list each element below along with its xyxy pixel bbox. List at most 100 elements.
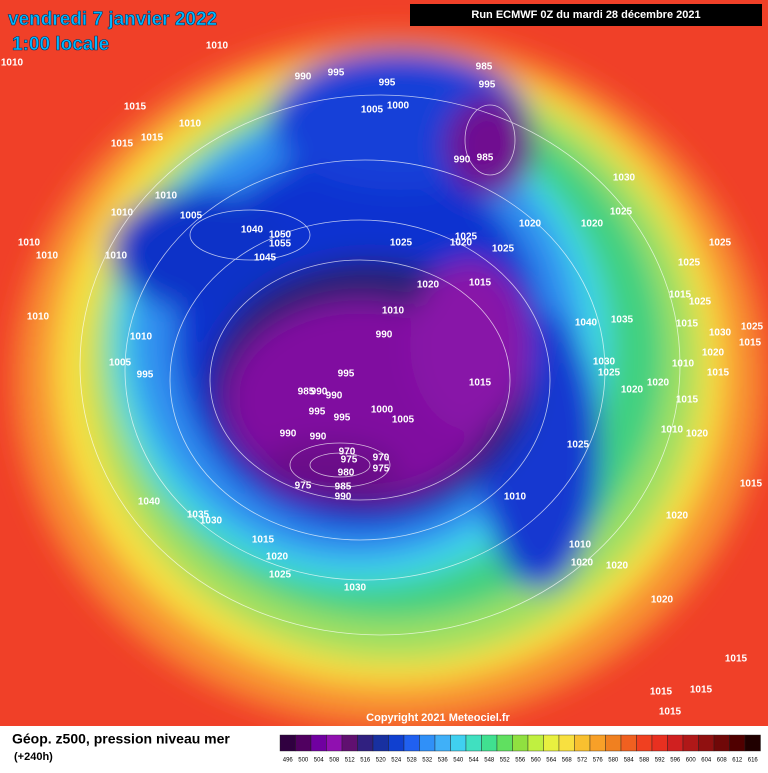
isobar-label: 1030 [344,583,367,594]
isobar-label: 1010 [18,238,41,249]
isobar-label: 1015 [650,687,673,698]
colorbar-swatch [481,734,498,752]
colorbar-tick-label: 544 [469,758,480,764]
isobar-label: 1015 [469,378,492,389]
colorbar-swatch [713,734,730,752]
colorbar-swatch [605,734,622,752]
colorbar-tick-label: 532 [422,758,433,764]
isobar-label: 1005 [109,358,132,369]
colorbar-swatch [326,734,343,752]
colorbar-swatch [729,734,746,752]
isobar-label: 990 [310,432,327,443]
isobar-label: 995 [334,413,351,424]
isobar-label: 990 [376,330,393,341]
colorbar-tick-label: 528 [407,758,418,764]
colorbar-tick-label: 580 [608,758,619,764]
isobar-label: 1005 [180,211,203,222]
isobar-label: 985 [298,387,315,398]
isobar-label: 1020 [621,385,644,396]
isobar-label: 1015 [469,278,492,289]
isobar-label: 1010 [179,119,202,130]
isobar-label: 1010 [206,41,229,52]
isobar-label: 1015 [659,707,682,718]
isobar-label: 985 [335,482,352,493]
isobar-label: 1020 [702,348,725,359]
run-banner [410,4,762,26]
colorbar-swatch [698,734,715,752]
isobar-label: 1025 [689,297,712,308]
isobar-label: 1010 [569,540,592,551]
isobar-label: 1020 [651,595,674,606]
colorbar-swatch [682,734,699,752]
isobar-label: 1010 [1,58,24,69]
colorbar-tick-label: 572 [577,758,588,764]
colorbar-tick-label: 500 [298,758,309,764]
isobar-label: 1020 [519,219,542,230]
colorbar-swatch [372,734,389,752]
isobar-label: 1020 [686,429,709,440]
isobar-label: 1005 [392,415,415,426]
isobar-label: 995 [479,80,496,91]
isobar-label: 1055 [269,239,292,250]
isobar-label: 1035 [187,510,210,521]
isobar-label: 1010 [111,208,134,219]
isobar-label: 1000 [371,405,394,416]
isobar-label: 1010 [36,251,59,262]
isobar-label: 975 [373,464,390,475]
isobar-label: 1030 [613,173,636,184]
isobar-label: 1015 [725,654,748,665]
isobar-label: 1035 [611,315,634,326]
colorbar-swatch [651,734,668,752]
isobar-label: 1015 [739,338,762,349]
colorbar-tick-label: 536 [438,758,449,764]
isobar-label: 995 [328,68,345,79]
colorbar-tick-label: 560 [531,758,542,764]
colorbar-swatch [543,734,560,752]
isobar-label: 1040 [241,225,264,236]
isobar-label: 1030 [709,328,732,339]
colorbar-tick-label: 516 [360,758,371,764]
isobar-label: 1025 [390,238,413,249]
isobar-label: 1010 [27,312,50,323]
colorbar-tick-label: 540 [453,758,464,764]
isobar-label: 1025 [598,368,621,379]
run-label: Run ECMWF 0Z du mardi 28 décembre 2021 [471,9,700,21]
colorbar-tick-label: 600 [686,758,697,764]
isobar-label: 1020 [571,558,594,569]
isobar-label: 1020 [666,511,689,522]
isobar-label: 1025 [269,570,292,581]
isobar-label: 975 [295,481,312,492]
colorbar-swatch [744,734,761,752]
colorbar-swatch [310,734,327,752]
colorbar-tick-label: 616 [748,758,759,764]
isobar-label: 1025 [709,238,732,249]
colorbar-tick-label: 504 [314,758,325,764]
colorbar-tick-label: 520 [376,758,387,764]
isobar-label: 970 [339,447,356,458]
colorbar-swatch [574,734,591,752]
copyright: Copyright 2021 Meteociel.fr [366,712,510,724]
footer-lead: (+240h) [14,751,53,763]
isobar-label: 995 [338,369,355,380]
isobar-label: 1025 [741,322,764,333]
colorbar-swatch [434,734,451,752]
colorbar-tick-label: 596 [670,758,681,764]
isobar-label: 1015 [252,535,275,546]
isobar-label: 1010 [105,251,128,262]
isobar-label: 1020 [606,561,629,572]
colorbar-tick-label: 588 [639,758,650,764]
isobar-label: 1020 [266,552,289,563]
colorbar-swatch [357,734,374,752]
isobar-label: 1020 [647,378,670,389]
colorbar-swatch [341,734,358,752]
colorbar-swatch [295,734,312,752]
colorbar-swatch [496,734,513,752]
isobar-label: 1025 [492,244,515,255]
isobar-label: 1015 [111,139,134,150]
colorbar-swatch [620,734,637,752]
colorbar-swatch [419,734,436,752]
colorbar-tick-label: 556 [515,758,526,764]
